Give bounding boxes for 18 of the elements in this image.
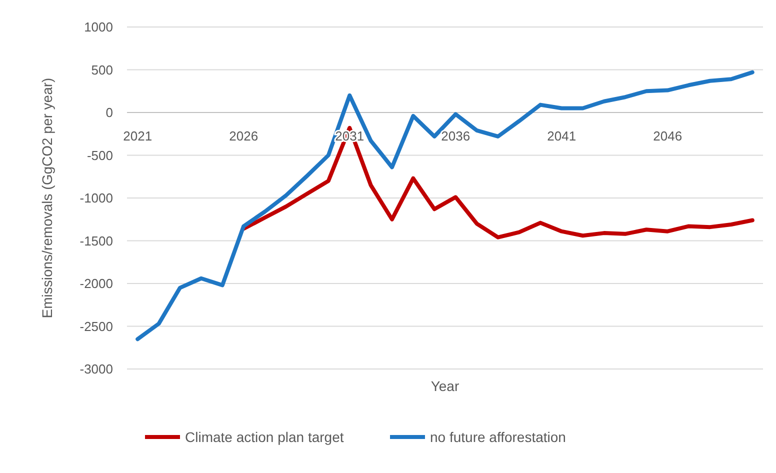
x-tick-label: 2041 [547,128,576,144]
legend-label: no future afforestation [430,429,566,445]
y-axis-title: Emissions/removals (GgCO2 per year) [39,78,55,318]
y-tick-label: -2500 [80,318,113,334]
y-tick-label: -1500 [80,233,113,248]
x-axis-title: Year [430,378,460,394]
y-tick-label: 1000 [84,20,113,35]
x-tick-label: 2026 [229,128,258,144]
x-tick-label: 2046 [653,128,682,144]
y-tick-label: -1000 [80,190,113,206]
y-tick-label: -3000 [80,362,113,377]
x-tick-label: 2021 [123,128,152,144]
x-tick-label: 2036 [441,128,470,144]
y-tick-label: 500 [91,62,113,78]
y-tick-label: -2000 [80,276,113,292]
y-tick-label: 0 [106,105,113,120]
legend-label: Climate action plan target [185,429,344,445]
y-tick-label: -500 [86,148,113,163]
